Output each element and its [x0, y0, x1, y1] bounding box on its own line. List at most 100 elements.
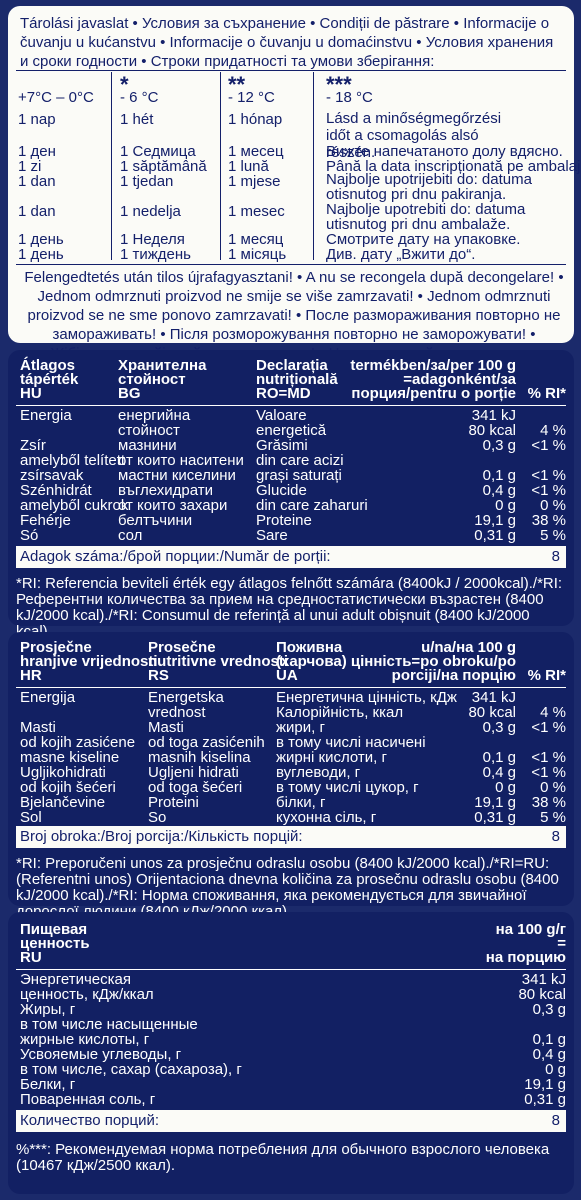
header-per-2: =adagonként/за [403, 371, 516, 388]
header-per-3: porciji/на порцію [391, 667, 516, 684]
header-ru-2: ценность [20, 935, 90, 952]
header-bg-1: Хранителна [118, 357, 207, 374]
nutrient-label-cell: в том числе, сахар (сахароза), г [20, 1061, 242, 1078]
nutrient-val-cell: 19,1 g [474, 512, 516, 529]
header-per-3: на порцию [485, 949, 566, 966]
header-hr-3: HR [20, 667, 42, 684]
nutrient-val-cell: 0,1 g [482, 749, 516, 766]
nutrient-hr-cell: od kojih šećeri [20, 779, 116, 796]
header-hu-1: Átlagos [20, 357, 76, 374]
header-ua-3: UA [276, 667, 298, 684]
storage-cell: 1 день [18, 231, 64, 248]
servings-value: 8 [551, 828, 560, 845]
servings-row: Broj obroka:/Broj porcija:/Кількість пор… [16, 826, 566, 848]
nutrient-hr-cell: Masti [20, 719, 56, 736]
nutrient-val-cell: 0,3 g [532, 1001, 566, 1018]
nutrient-hu-cell: zsírsavak [20, 467, 84, 484]
storage-heading: Tárolási javaslat • Условия за съхранени… [20, 15, 554, 70]
nutrient-val-cell: 0 g [545, 1061, 566, 1078]
nutrient-ro-cell: grași saturați [256, 467, 342, 484]
header-per-2: = [557, 935, 566, 952]
divider [16, 70, 566, 71]
servings-value: 8 [551, 548, 560, 565]
nutrient-label-cell: Белки, г [20, 1076, 76, 1093]
nutrient-ro-cell: Proteine [256, 512, 312, 529]
storage-cell: 1 тиждень [120, 246, 191, 263]
nutrient-val-cell: 0,3 g [482, 719, 516, 736]
storage-cell: 1 tjedan [120, 173, 174, 190]
nutrient-label-cell: Усвояемые углеводы, г [20, 1046, 182, 1063]
storage-cell: Lásd a minőségmegőrzési időt a csomagolá… [326, 110, 502, 161]
nutrient-ua-cell: вуглеводи, г [276, 764, 361, 781]
nutrient-rs-cell: od toga šećeri [148, 779, 243, 796]
nutrient-hu-cell: Energia [20, 407, 72, 424]
nutrient-val-cell: 80 kcal [518, 986, 566, 1003]
nutrient-bg-cell: от които захари [118, 497, 228, 514]
nutrient-ri-cell: <1 % [531, 719, 566, 736]
nutrient-hr-cell: Sol [20, 809, 42, 826]
servings-label: Количество порций: [20, 1112, 160, 1129]
nutrition-panel-ru: Пищевая ценность RU на 100 g/г = на порц… [8, 912, 574, 1194]
header-per-1: на 100 g/г [495, 921, 566, 938]
column-divider [313, 72, 314, 260]
storage-cell: 1 mesec [228, 203, 285, 220]
servings-label: Broj obroka:/Broj porcija:/Кількість пор… [20, 828, 303, 845]
nutrient-ri-cell: 0 % [540, 497, 566, 514]
header-rs-1: Prosečne [148, 639, 216, 656]
header-hr-2: hranjive vrijednosti [20, 653, 158, 670]
nutrient-ro-cell: din care acizi [256, 452, 344, 469]
nutrient-rs-cell: masnih kiselina [148, 749, 251, 766]
nutrient-hu-cell: amelyből cukrok [20, 497, 129, 514]
nutrient-rs-cell: Proteini [148, 794, 199, 811]
header-ua-1: Поживна [276, 639, 343, 656]
nutrient-ua-cell: в тому числі насичені [276, 734, 426, 751]
header-per-1: u/na/на 100 g [421, 639, 516, 656]
nutrient-ua-cell: жири, г [276, 719, 325, 736]
nutrient-val-cell: 19,1 g [474, 794, 516, 811]
storage-cell: 1 Неделя [120, 231, 185, 248]
storage-cell: 1 dan [18, 173, 56, 190]
nutrient-bg-cell: от които наситени [118, 452, 244, 469]
storage-cell: 1 mjese [228, 173, 281, 190]
header-ro-2: nutrițională [256, 371, 338, 388]
nutrient-ro-cell: Grăsimi [256, 437, 308, 454]
star-rating-3: *** [326, 72, 352, 97]
temp-header: - 6 °C [120, 89, 159, 106]
nutrient-val-cell: 80 kcal [468, 704, 516, 721]
nutrient-val-cell: 341 kJ [521, 971, 566, 988]
nutrient-val-cell: 0,31 g [474, 527, 516, 544]
nutrient-bg-cell: стойност [118, 422, 180, 439]
nutrient-val-cell: 341 kJ [471, 689, 516, 706]
header-ri: % RI* [527, 667, 566, 684]
nutrient-hu-cell: Szénhidrát [20, 482, 92, 499]
header-ro-3: RO=MD [256, 385, 311, 402]
header-bg-3: BG [118, 385, 141, 402]
storage-cell: 1 день [18, 246, 64, 263]
storage-cell: 1 nedelja [120, 203, 181, 220]
nutrient-rs-cell: Ugljeni hidrati [148, 764, 239, 781]
nutrient-ro-cell: Glucide [256, 482, 307, 499]
nutrient-ua-cell: кухонна сіль, г [276, 809, 377, 826]
storage-cell: 1 hónap [228, 111, 283, 128]
storage-cell: 1 dan [18, 203, 56, 220]
divider [16, 264, 566, 265]
storage-cell: Див. дату „Вжити до“. [326, 246, 476, 263]
nutrient-ri-cell: <1 % [531, 764, 566, 781]
nutrient-ua-cell: Енергетична цінність, кДж [276, 689, 457, 706]
nutrient-val-cell: 0,4 g [482, 482, 516, 499]
storage-cell: 1 месяц [228, 231, 284, 248]
nutrient-hr-cell: masne kiseline [20, 749, 120, 766]
header-ro-1: Declarația [256, 357, 328, 374]
header-per-1: termékben/за/per 100 g [350, 357, 516, 374]
nutrient-ri-cell: <1 % [531, 467, 566, 484]
header-ua-2: (харчова) цінність [276, 653, 412, 670]
nutrition-panel-hr-rs-ua: Prosječne hranjive vrijednosti HR Proseč… [8, 632, 574, 920]
nutrient-bg-cell: белтъчини [118, 512, 193, 529]
column-divider [111, 72, 112, 260]
nutrient-hu-cell: Fehérje [20, 512, 71, 529]
nutrient-ua-cell: Калорійність, ккал [276, 704, 404, 721]
divider [16, 687, 566, 688]
nutrient-val-cell: 0,4 g [532, 1046, 566, 1063]
header-ru-1: Пищевая [20, 921, 88, 938]
